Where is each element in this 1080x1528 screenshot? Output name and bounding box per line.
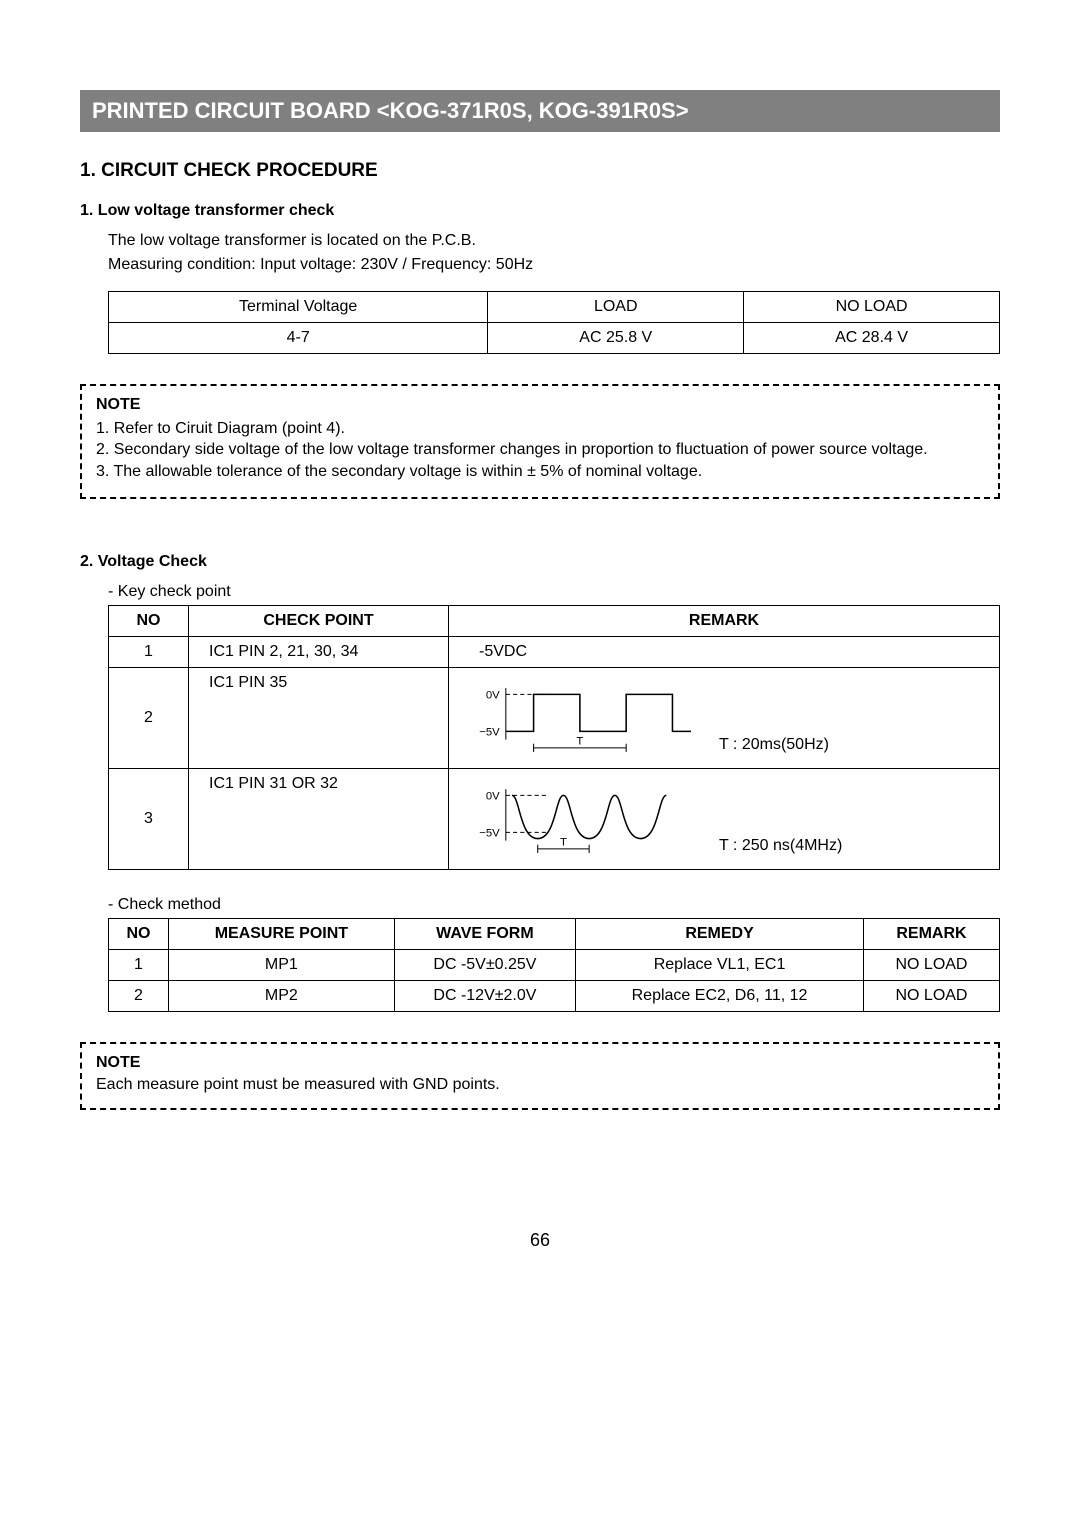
waveform-sine-icon: 0V −5V T: [469, 783, 699, 855]
table-header: REMEDY: [576, 919, 864, 950]
note-item: 2. Secondary side voltage of the low vol…: [96, 439, 984, 461]
table-cell: 4-7: [109, 322, 488, 353]
table-row: 2 MP2 DC -12V±2.0V Replace EC2, D6, 11, …: [109, 981, 1000, 1012]
wave-caption: T : 250 ns(4MHz): [719, 837, 842, 855]
table-cell: DC -5V±0.25V: [394, 950, 575, 981]
table-cell: 1: [109, 950, 169, 981]
table-row: 1 IC1 PIN 2, 21, 30, 34 -5VDC: [109, 636, 1000, 667]
table-cell: MP2: [169, 981, 395, 1012]
table-cell: IC1 PIN 35: [189, 667, 449, 768]
note-item: 1. Refer to Ciruit Diagram (point 4).: [96, 418, 984, 440]
note-item: 3. The allowable tolerance of the second…: [96, 461, 984, 483]
table-cell-wave: 0V −5V T T : 20ms(50Hz): [449, 667, 1000, 768]
svg-text:T: T: [576, 736, 583, 748]
svg-text:0V: 0V: [486, 689, 500, 701]
table-header: MEASURE POINT: [169, 919, 395, 950]
note-title: NOTE: [96, 396, 984, 414]
table-cell: DC -12V±2.0V: [394, 981, 575, 1012]
title-bar: PRINTED CIRCUIT BOARD <KOG-371R0S, KOG-3…: [80, 90, 1000, 132]
method-table: NO MEASURE POINT WAVE FORM REMEDY REMARK…: [108, 918, 1000, 1012]
table-cell: 2: [109, 981, 169, 1012]
table-header: REMARK: [863, 919, 999, 950]
sub1-line1: The low voltage transformer is located o…: [108, 230, 1000, 252]
table-cell: Replace EC2, D6, 11, 12: [576, 981, 864, 1012]
table-header: CHECK POINT: [189, 605, 449, 636]
note-line: Each measure point must be measured with…: [96, 1076, 984, 1094]
table-cell: IC1 PIN 31 OR 32: [189, 768, 449, 869]
sub2-heading: 2. Voltage Check: [80, 553, 1000, 571]
table-header: WAVE FORM: [394, 919, 575, 950]
table-row: 3 IC1 PIN 31 OR 32 0V −5V T T : 250 ns(4MH…: [109, 768, 1000, 869]
table-header: NO: [109, 605, 189, 636]
keycheck-label: - Key check point: [108, 581, 1000, 603]
sub1-line2: Measuring condition: Input voltage: 230V…: [108, 254, 1000, 276]
table-cell: 3: [109, 768, 189, 869]
svg-text:−5V: −5V: [479, 827, 500, 839]
table-cell: -5VDC: [449, 636, 1000, 667]
table-header: Terminal Voltage: [109, 291, 488, 322]
table-header: NO LOAD: [744, 291, 1000, 322]
table-cell: IC1 PIN 2, 21, 30, 34: [189, 636, 449, 667]
table-header: LOAD: [488, 291, 744, 322]
table-cell: MP1: [169, 950, 395, 981]
keycheck-table: NO CHECK POINT REMARK 1 IC1 PIN 2, 21, 3…: [108, 605, 1000, 870]
table-cell: 2: [109, 667, 189, 768]
table-row: 1 MP1 DC -5V±0.25V Replace VL1, EC1 NO L…: [109, 950, 1000, 981]
table-cell: NO LOAD: [863, 981, 999, 1012]
table-cell-wave: 0V −5V T T : 250 ns(4MHz): [449, 768, 1000, 869]
svg-text:T: T: [560, 837, 567, 849]
svg-text:0V: 0V: [486, 790, 500, 802]
table-cell: Replace VL1, EC1: [576, 950, 864, 981]
method-label: - Check method: [108, 894, 1000, 916]
sub1-heading: 1. Low voltage transformer check: [80, 202, 1000, 220]
note-box-1: NOTE 1. Refer to Ciruit Diagram (point 4…: [80, 384, 1000, 499]
note-title: NOTE: [96, 1054, 984, 1072]
table-header: REMARK: [449, 605, 1000, 636]
svg-text:−5V: −5V: [479, 726, 500, 738]
wave-caption: T : 20ms(50Hz): [719, 736, 829, 754]
page-number: 66: [80, 1230, 1000, 1251]
table-cell: AC 25.8 V: [488, 322, 744, 353]
transformer-table: Terminal Voltage LOAD NO LOAD 4-7 AC 25.…: [108, 291, 1000, 354]
note-box-2: NOTE Each measure point must be measured…: [80, 1042, 1000, 1110]
table-row: 2 IC1 PIN 35 0V −5V T T : 20ms(50Hz): [109, 667, 1000, 768]
table-header: NO: [109, 919, 169, 950]
waveform-square-icon: 0V −5V T: [469, 682, 699, 754]
table-cell: AC 28.4 V: [744, 322, 1000, 353]
table-cell: NO LOAD: [863, 950, 999, 981]
table-cell: 1: [109, 636, 189, 667]
section-heading: 1. CIRCUIT CHECK PROCEDURE: [80, 160, 1000, 182]
